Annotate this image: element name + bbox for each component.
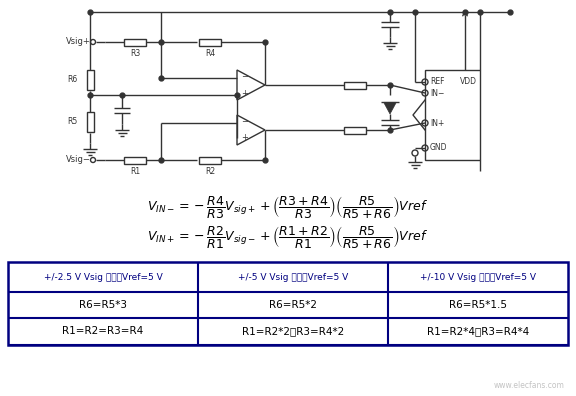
Text: GND: GND: [430, 143, 448, 152]
Text: +/-2.5 V Vsig 范围，Vref=5 V: +/-2.5 V Vsig 范围，Vref=5 V: [44, 272, 162, 282]
Text: R6=R5*2: R6=R5*2: [269, 300, 317, 310]
Text: VDD: VDD: [460, 78, 477, 86]
Text: −: −: [241, 72, 248, 82]
Text: R1: R1: [130, 167, 140, 176]
Text: R2: R2: [205, 167, 215, 176]
Text: $V_{IN-} = -\dfrac{R4}{R3}V_{sig+} + \left(\dfrac{R3+R4}{R3}\right)\left(\dfrac{: $V_{IN-} = -\dfrac{R4}{R3}V_{sig+} + \le…: [147, 194, 429, 220]
Bar: [425, 70, 480, 160]
Text: R6=R5*1.5: R6=R5*1.5: [449, 300, 507, 310]
Text: R1=R2=R3=R4: R1=R2=R3=R4: [62, 326, 143, 337]
Text: +: +: [241, 133, 248, 143]
Text: Vsig+: Vsig+: [66, 38, 91, 46]
Text: +: +: [241, 88, 248, 97]
Polygon shape: [384, 102, 396, 114]
Text: IN−: IN−: [430, 88, 444, 97]
Text: +/-10 V Vsig 范围，Vref=5 V: +/-10 V Vsig 范围，Vref=5 V: [420, 272, 536, 282]
Text: R3: R3: [130, 49, 140, 58]
Text: $V_{IN+} = -\dfrac{R2}{R1}V_{sig-} + \left(\dfrac{R1+R2}{R1}\right)\left(\dfrac{: $V_{IN+} = -\dfrac{R2}{R1}V_{sig-} + \le…: [147, 224, 429, 250]
Text: REF: REF: [430, 78, 445, 86]
Text: IN+: IN+: [430, 118, 444, 128]
Text: −: −: [241, 118, 248, 126]
Text: R4: R4: [205, 49, 215, 58]
Text: R1=R2*2，R3=R4*2: R1=R2*2，R3=R4*2: [242, 326, 344, 337]
Text: R1=R2*4，R3=R4*4: R1=R2*4，R3=R4*4: [427, 326, 529, 337]
Text: +/-5 V Vsig 范围，Vref=5 V: +/-5 V Vsig 范围，Vref=5 V: [238, 272, 348, 282]
Text: www.elecfans.com: www.elecfans.com: [494, 381, 565, 390]
Text: R5: R5: [67, 118, 77, 126]
Text: R6: R6: [67, 76, 77, 84]
Text: R6=R5*3: R6=R5*3: [79, 300, 127, 310]
Bar: [8, 262, 568, 345]
Text: Vsig−: Vsig−: [66, 156, 91, 164]
